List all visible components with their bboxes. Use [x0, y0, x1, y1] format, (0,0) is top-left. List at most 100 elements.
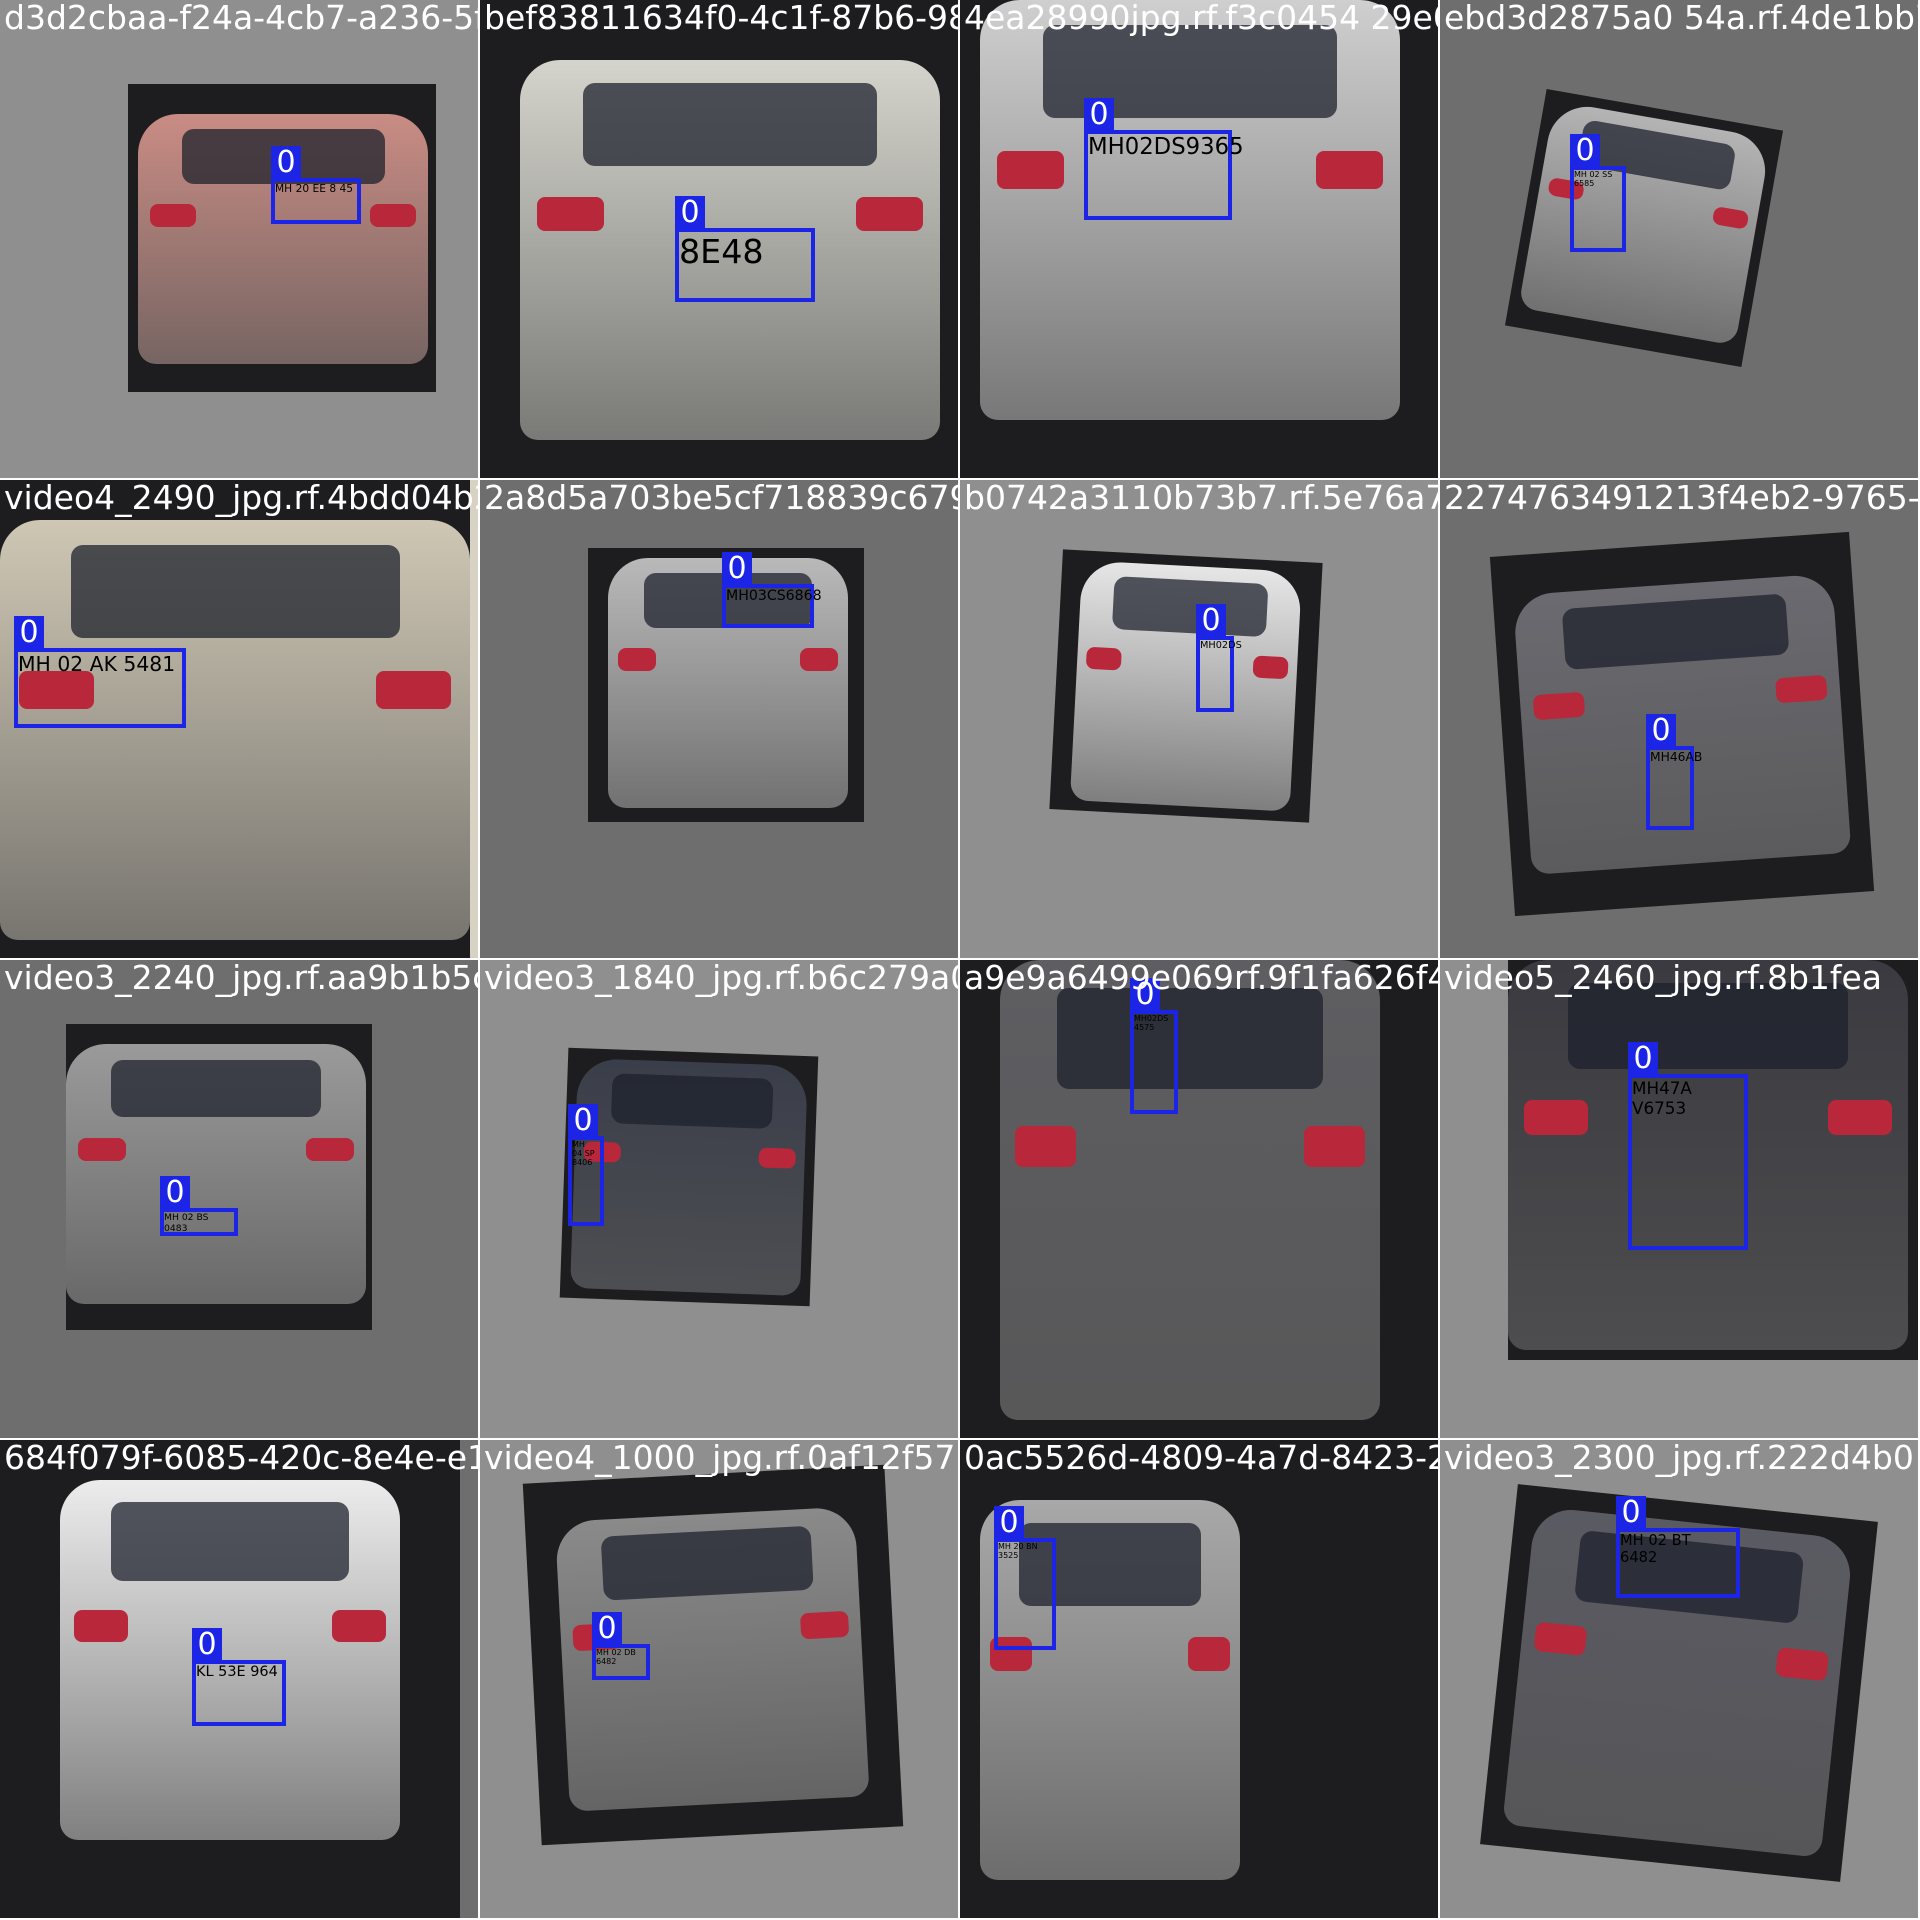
mosaic-tile: d3d2cbaa-f24a-4cb7-a236-5faf53811634f0-4…	[0, 0, 480, 480]
plate-bounding-box: MH02DS 4575 0	[1130, 978, 1178, 1114]
car-window	[600, 1526, 814, 1601]
license-plate: KL 53E 964	[196, 1664, 278, 1680]
car-window	[1111, 576, 1269, 638]
license-plate: MH02DS9365	[1088, 134, 1244, 160]
tail-light	[1828, 1100, 1892, 1136]
mosaic-tile: 2a8d5a703be5cf718839c679b0742 MH03CS6868 0	[480, 480, 960, 960]
plate-bounding-box: MH47A V6753 0	[1628, 1042, 1748, 1250]
license-plate: MH 02 BS 0483	[164, 1212, 209, 1234]
class-label: 0	[722, 552, 752, 586]
tail-light	[1304, 1125, 1365, 1167]
class-label: 0	[1130, 978, 1160, 1012]
license-plate: 8E48	[679, 232, 764, 271]
vehicle-photo	[960, 0, 1438, 478]
vehicle-photo	[128, 84, 436, 392]
tail-light	[73, 1609, 128, 1642]
image-filename: 4ea28990jpg.rf.f3c0454 29e0d2d 8e 30 54a	[964, 0, 1438, 37]
image-filename: video3_2300_jpg.rf.222d4b0	[1444, 1440, 1914, 1477]
tail-light	[149, 204, 196, 227]
vehicle-photo	[0, 480, 470, 958]
tail-light	[536, 196, 604, 231]
plate-bounding-box: MH 20 EE 8 45 0	[271, 146, 361, 224]
tail-light	[758, 1147, 796, 1170]
mosaic-tile: video3_1840_jpg.rf.b6c279a0e9a6499e0 MH 0…	[480, 960, 960, 1440]
plate-bounding-box: MH03CS6868 0	[722, 552, 822, 628]
car-window	[70, 545, 400, 638]
tail-light	[799, 1611, 850, 1640]
license-plate: MH 02 BT 6482	[1620, 1532, 1691, 1566]
license-plate: MH 02 DB 6482	[596, 1648, 636, 1666]
tail-light	[376, 671, 452, 709]
mosaic-tile: 4ea28990jpg.rf.f3c0454 29e0d2d 8e 30 54a…	[960, 0, 1440, 480]
tail-light	[1533, 1621, 1588, 1656]
tail-light	[1775, 674, 1828, 704]
image-filename: b0742a3110b73b7.rf.5e76a7562274763491213…	[964, 480, 1440, 517]
class-label: 0	[1616, 1496, 1646, 1530]
license-plate: MH 02 SS 6585	[1574, 170, 1613, 188]
car-window	[1568, 983, 1848, 1070]
tail-light	[1015, 1125, 1076, 1167]
mosaic-tile: video4_2490_jpg.rf.4bdd04b2a8d5a703be5cf…	[0, 480, 480, 960]
vehicle-photo	[1508, 960, 1918, 1360]
plate-bounding-box: MH 02 DB 6482 0	[592, 1612, 650, 1680]
image-filename: d3d2cbaa-f24a-4cb7-a236-5faf53811634f0-4…	[4, 0, 478, 37]
plate-bounding-box: MH46AB 0	[1646, 714, 1702, 830]
tail-light	[370, 204, 417, 227]
plate-bounding-box: 8E48 0	[675, 196, 815, 302]
class-label: 0	[14, 616, 44, 650]
mosaic-tile: a9e9a6499e069rf.9f1fa626f4fd1512f6260MH0…	[960, 960, 1440, 1440]
license-plate: MH03CS6868	[726, 588, 822, 604]
mosaic-tile: video3_2240_jpg.rf.aa9b1b5c0a7a1f847506 M…	[0, 960, 480, 1440]
tail-light	[856, 196, 924, 231]
tail-light	[800, 648, 839, 671]
class-label: 0	[271, 146, 301, 180]
car-window	[610, 1073, 773, 1130]
plate-bounding-box: KL 53E 964 0	[192, 1628, 286, 1726]
mosaic-tile: video4_1000_jpg.rf.0af12f57 MH 02 DB 6482…	[480, 1440, 960, 1920]
tail-light	[1188, 1636, 1230, 1671]
tail-light	[1085, 647, 1122, 671]
vehicle-photo	[1049, 549, 1323, 823]
image-filename: 0ac5526d-4809-4a7d-8423-2303d3a2209	[964, 1440, 1438, 1477]
class-label: 0	[160, 1176, 190, 1210]
license-plate: MH47A V6753	[1632, 1078, 1692, 1118]
license-plate: MH02DS 4575	[1134, 1014, 1169, 1032]
tail-light	[332, 1609, 387, 1642]
tail-light	[78, 1137, 126, 1161]
mosaic-tile: bef83811634f0-4c1f-87b6-98dea28990jpg.rf…	[480, 0, 960, 480]
vehicle-photo	[480, 0, 958, 478]
tail-light	[1316, 151, 1384, 189]
vehicle-photo	[0, 1440, 460, 1918]
class-label: 0	[592, 1612, 622, 1646]
class-label: 0	[1646, 714, 1676, 748]
car-window	[583, 82, 877, 167]
car-window	[1019, 1522, 1201, 1607]
plate-bounding-box: MH 20 BN 3525 0	[994, 1506, 1056, 1650]
image-filename: video4_2490_jpg.rf.4bdd04b2a8d5a703be5cf…	[4, 480, 478, 517]
car-window	[111, 1501, 349, 1581]
tail-light	[617, 648, 656, 671]
license-plate: MH 20 EE 8 45	[275, 182, 354, 195]
mosaic-tile: video5_2460_jpg.rf.8b1fea MH47A V6753 0	[1440, 960, 1920, 1440]
plate-bounding-box: MH 02 AK 5481 0	[14, 616, 186, 728]
class-label: 0	[1084, 98, 1114, 132]
vehicle-photo	[1489, 531, 1875, 917]
mosaic-tile: 2274763491213f4eb2-9765-4 MH46AB 0	[1440, 480, 1920, 960]
license-plate: MH 04 SP 8406	[572, 1140, 595, 1167]
plate-bounding-box: MH02DS9365 0	[1084, 98, 1244, 220]
vehicle-photo	[1504, 88, 1784, 368]
mosaic-tile: 0ac5526d-4809-4a7d-8423-2303d3a2209 MH 20…	[960, 1440, 1440, 1920]
vehicle-photo	[588, 548, 864, 822]
tail-light	[1775, 1647, 1830, 1682]
image-filename: ebd3d2875a0 54a.rf.4de1bb7	[1444, 0, 1920, 37]
vehicle-photo	[522, 1464, 904, 1846]
image-filename: video3_1840_jpg.rf.b6c279a0e9a6499e0	[484, 960, 960, 997]
car-window	[1057, 987, 1323, 1089]
license-plate: MH 20 BN 3525	[998, 1542, 1038, 1560]
mosaic-tile: video3_2300_jpg.rf.222d4b0 MH 02 BT 6482 0	[1440, 1440, 1920, 1920]
class-label: 0	[192, 1628, 222, 1662]
image-filename: video5_2460_jpg.rf.8b1fea	[1444, 960, 1883, 997]
tail-light	[306, 1137, 354, 1161]
class-label: 0	[1628, 1042, 1658, 1076]
image-filename: 684f079f-6085-420c-8e4e-e1	[4, 1440, 480, 1477]
